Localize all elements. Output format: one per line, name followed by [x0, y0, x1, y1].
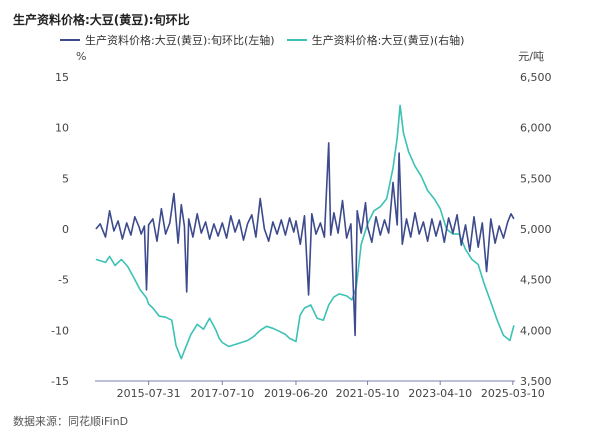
legend-swatch-right: [286, 39, 307, 41]
source-note: 数据来源：同花顺iFinD: [13, 415, 129, 428]
y-left-tick-label: 10: [55, 122, 69, 135]
x-tick-label: 2017-07-10: [190, 387, 254, 400]
y-right-tick-label: 5,500: [520, 172, 552, 185]
chart-title: 生产资料价格:大豆(黄豆):旬环比: [13, 13, 190, 27]
series-line-right: [95, 104, 515, 360]
x-tick-label: 2015-07-31: [117, 387, 181, 400]
y-right-tick-label: 4,500: [520, 274, 552, 287]
axes-layer: 15 10 5 0 -5 -10 -15 6,500 6,000 5,500 5,000 4,500 4…: [51, 71, 551, 400]
y-right-tick-label: 3,500: [520, 375, 552, 388]
y-right-tick-label: 5,000: [520, 223, 552, 236]
legend-item-right: 生产资料价格:大豆(黄豆)(右轴): [286, 32, 465, 48]
x-tick-label: 2023-04-10: [408, 387, 472, 400]
y-left-tick-label: -5: [58, 274, 69, 287]
legend-label-right: 生产资料价格:大豆(黄豆)(右轴): [311, 34, 465, 47]
x-tick-label: 2025-03-10: [481, 387, 545, 400]
legend: 生产资料价格:大豆(黄豆):旬环比(左轴) 生产资料价格:大豆(黄豆)(右轴): [60, 32, 476, 48]
legend-swatch-left: [60, 39, 80, 41]
x-tick-label: 2019-06-20: [264, 387, 328, 400]
y-left-tick-label: 0: [62, 223, 69, 236]
y-right-tick-label: 6,000: [520, 122, 552, 135]
legend-item-left: 生产资料价格:大豆(黄豆):旬环比(左轴): [60, 32, 275, 48]
legend-label-left: 生产资料价格:大豆(黄豆):旬环比(左轴): [85, 34, 275, 47]
right-axis-unit: 元/吨: [518, 50, 544, 63]
y-left-tick-label: 5: [62, 172, 69, 185]
series-layer: [95, 104, 515, 360]
x-tick-label: 2021-05-10: [336, 387, 400, 400]
y-right-tick-label: 4,000: [520, 324, 552, 337]
y-left-tick-label: 15: [55, 71, 69, 84]
left-axis-unit: %: [76, 50, 86, 63]
series-line-left: [95, 142, 515, 337]
y-right-tick-label: 6,500: [520, 71, 552, 84]
y-left-tick-label: -10: [51, 324, 69, 337]
y-left-tick-label: -15: [51, 375, 69, 388]
